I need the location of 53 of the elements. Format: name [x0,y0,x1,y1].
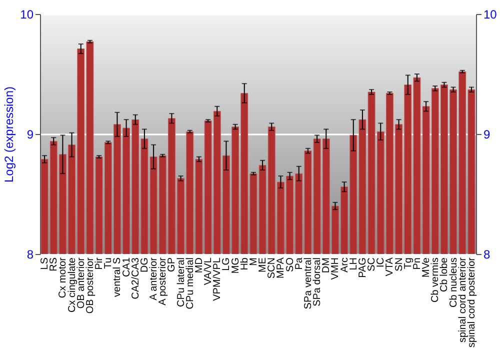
x-tick-label: spinal cord anterior [457,256,468,343]
x-tick-label: Arc [339,258,350,272]
x-tick-label: Tu [103,258,114,269]
x-tick-label: LS [40,257,51,270]
x-tick-label: A posterior [158,256,169,306]
x-tick-label: Cx motor [58,256,69,298]
x-tick-label: Pir [94,256,106,270]
x-tick-label: ventral S [112,257,124,297]
x-tick-label: SCN [266,258,278,279]
y2-tick-label: 9 [484,128,490,142]
x-tick-label: GP [166,257,178,272]
x-tick-label: M [248,258,260,266]
x-tick-label: Pa [294,257,305,270]
x-tick-label: VMH [330,258,342,280]
y-tick-label: 9 [26,128,34,142]
y2-tick-label: 10 [484,8,498,22]
x-tick-label: Tg [402,258,414,270]
x-tick-label: CA1 [121,257,132,277]
x-tick-label: MD [194,258,205,274]
x-tick-label: OB anterior [76,256,87,309]
x-tick-label: Pn [412,258,423,270]
x-tick-label: LG [221,257,232,271]
y-axis-title: Log2 (expression) [2,86,16,183]
x-tick-label: DM [321,258,332,274]
x-tick-label: RS [48,257,60,272]
x-tick-label: MG [230,257,242,274]
x-tick-label: MPA [276,257,287,278]
x-tick-label: OB posterior [84,256,96,314]
x-tick-label: SPa dorsal [312,258,324,306]
x-tick-label: Cb nucleus [448,258,460,308]
y-tick-label: 10 [20,8,34,22]
x-tick-label: VTA [384,257,396,276]
x-tick-label: CA2/CA3 [130,257,142,300]
x-tick-label: SO [284,257,296,272]
x-tick-label: SC [366,258,378,272]
x-tick-label: SPa ventral [302,258,314,310]
x-tick-label: Cb lobe [439,257,450,292]
x-tick-label: Cx cingulate [66,257,78,313]
x-tick-label: SN [394,258,405,272]
y-tick-label: 8 [26,248,34,262]
x-tick-label: CPu lateral [176,258,187,307]
x-tick-label: PAG [357,257,368,278]
x-tick-label: Hb [239,257,250,270]
y2-tick-label: 8 [484,248,490,262]
x-tick-label: DG [139,257,150,272]
x-tick-label: A anterior [148,256,160,300]
x-tick-label: CPu medial [184,258,196,310]
x-tick-label: MVe [421,257,432,278]
x-tick-label: IC [376,258,387,268]
x-tick-label: VPM/VPL [212,257,224,301]
x-tick-label: spinal cord posterior [466,256,478,348]
x-tick-label: LH [348,258,360,270]
x-tick-label: ME [258,257,269,272]
